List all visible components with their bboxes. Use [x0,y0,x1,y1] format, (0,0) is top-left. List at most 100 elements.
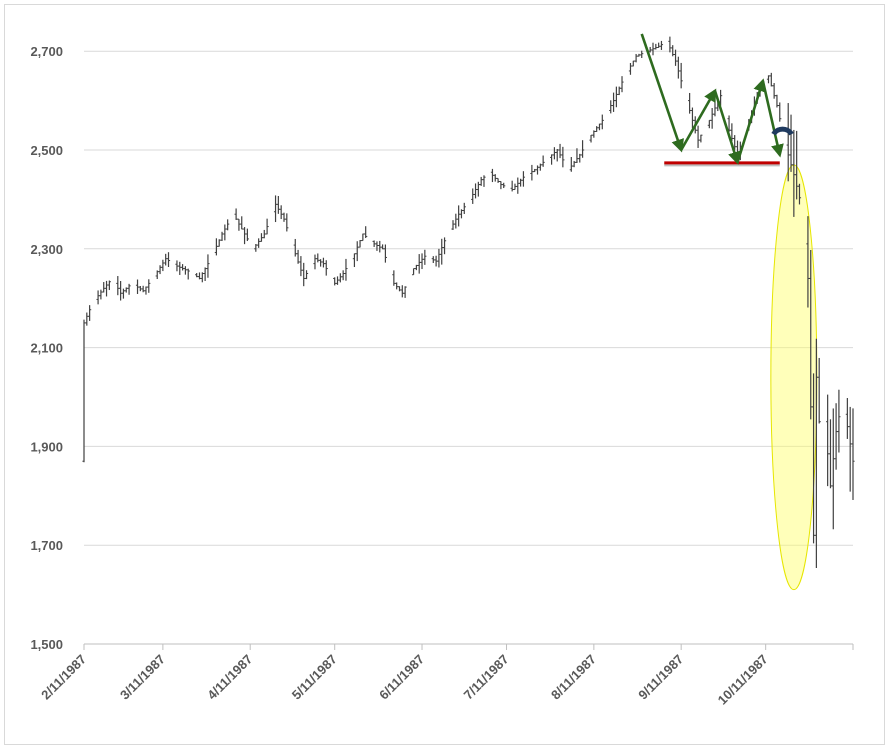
ohlc-bar [220,231,224,241]
ohlc-bar [440,238,444,265]
ohlc-bar [206,254,210,278]
y-tick-label: 2,300 [30,242,63,257]
ohlc-bar [200,272,204,283]
ohlc-bar [344,258,348,281]
ohlc-bar [535,165,540,175]
x-tick-label: 8/11/1987 [548,652,599,703]
ohlc-bar [442,237,447,255]
ohlc-bar [242,227,247,245]
ohlc-bar [659,40,664,50]
ohlc-bar [817,357,821,424]
ohlc-bar [186,268,190,280]
ohlc-bar [558,143,562,159]
ohlc-bar [710,108,714,129]
ohlc-bar [707,119,711,129]
x-tick-label: 9/11/1987 [635,652,686,703]
ohlc-bar [395,282,399,290]
ohlc-bar [341,270,345,281]
ohlc-bar [88,305,92,321]
ohlc-bar [699,134,703,143]
ohlc-bar [766,75,771,84]
ohlc-bar [834,403,838,470]
ohlc-bar [324,260,328,276]
ohlc-bar [164,253,168,266]
ohlc-bar [144,286,148,295]
chart-frame [4,4,885,745]
ohlc-bar [769,72,773,87]
ohlc-bar [273,195,278,223]
ohlc-bar [107,280,111,291]
ohlc-bar [611,92,616,112]
ohlc-bar [293,238,297,257]
ohlc-bar [378,240,382,253]
ohlc-bar [651,42,655,56]
ohlc-bar [285,213,289,232]
ohlc-bar [155,270,159,280]
ohlc-bar [597,123,602,131]
ohlc-bar [580,140,585,158]
ohlc-bar [640,50,644,59]
ohlc-bar [175,260,179,272]
ohlc-bar [828,419,833,489]
ohlc-bar [417,254,421,274]
ohlc-bar [257,238,261,248]
ohlc-bar [688,92,692,114]
ohlc-bar [423,249,427,265]
ohlc-bar [493,174,497,182]
ohlc-bar [124,287,128,293]
ohlc-bar [459,209,464,219]
ohlc-bar [127,283,131,295]
ohlc-bar [471,188,475,204]
rejection-arc [771,126,794,136]
x-tick-label: 2/11/1987 [38,652,89,703]
ohlc-bar [138,285,142,292]
ohlc-bar [826,394,830,487]
ohlc-bar [541,155,545,167]
ohlc-bar [589,134,593,143]
ohlc-bar [620,76,624,93]
ohlc-bar [265,218,269,235]
ohlc-bar [282,212,286,222]
ohlc-bar [338,273,342,283]
ohlc-bar [279,205,283,220]
ohlc-bar [141,285,145,293]
x-tick-label: 5/11/1987 [289,652,340,703]
ohlc-bar [479,176,483,186]
ohlc-bar [166,252,171,268]
ohlc-bar [319,259,323,267]
ohlc-bar [414,264,418,271]
ohlc-bar [490,168,495,183]
ohlc-bar [561,146,565,168]
ohlc-bar [519,178,523,187]
y-tick-label: 2,500 [30,143,63,158]
ohlc-bar [778,102,782,122]
ohlc-bar [496,177,500,183]
ohlc-bar [197,272,202,280]
ohlc-bar [245,228,249,242]
y-tick-label: 2,100 [30,341,63,356]
ohlc-bar [214,238,218,256]
ohlc-bar [499,180,503,190]
ohlc-bar [676,56,680,79]
ohlc-bar [119,281,123,301]
ohlc-bar [361,233,365,242]
ohlc-bar [383,244,388,263]
ohlc-bar [572,160,576,168]
ohlc-bar [358,240,362,248]
ohlc-bar [454,213,458,229]
ohlc-bar [837,389,841,453]
ohlc-bar [178,261,182,275]
ohlc-bar [180,264,185,271]
ohlc-bar [183,266,188,275]
ohlc-bar [147,279,151,293]
ohlc-bar [104,280,109,297]
ohlc-bar [457,205,461,227]
ohlc-bar [797,183,802,205]
ohlc-bar [631,60,635,67]
ohlc-bar [673,49,678,66]
ohlc-bar [316,253,320,263]
ohlc-bar [296,249,300,264]
x-tick-label: 7/11/1987 [461,652,512,703]
ohlc-bar [364,226,368,239]
ohlc-bar [333,277,337,286]
